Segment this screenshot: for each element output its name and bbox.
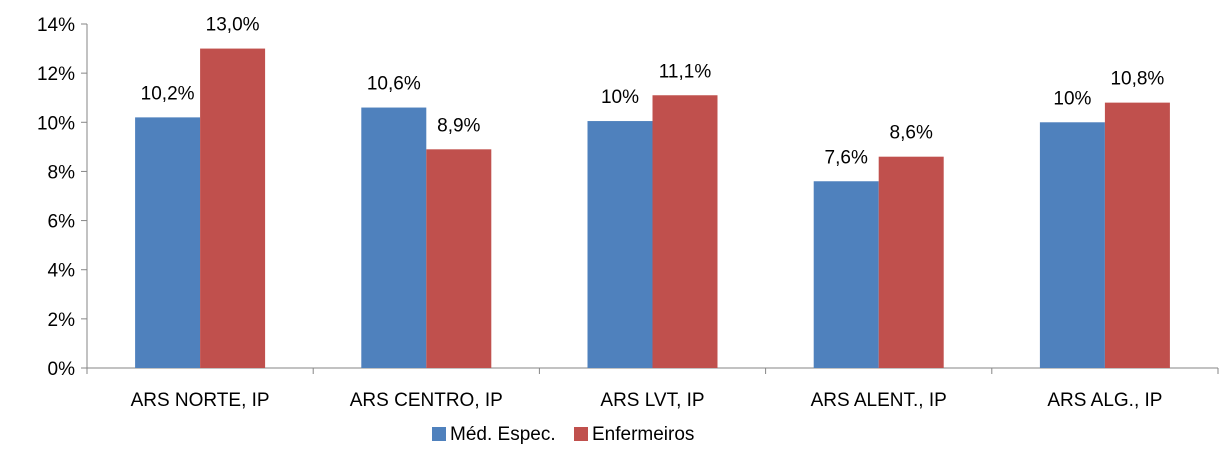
data-labels: 10,2% 10,6% 10% 7,6% 10% 13,0% 8,9% 11,1% 8,6% 10… — [141, 15, 1165, 169]
legend-swatch — [574, 427, 588, 441]
x-category-label: ARS NORTE, IP — [131, 390, 270, 411]
legend: Méd. Espec. Enfermeiros — [432, 424, 694, 445]
y-tick-label: 0% — [48, 359, 76, 380]
data-label: 8,9% — [437, 115, 480, 136]
legend-label: Méd. Espec. — [450, 424, 556, 445]
y-tick-label: 2% — [48, 310, 76, 331]
bar-med-espec — [135, 117, 201, 368]
bar-med-espec — [361, 107, 427, 369]
data-label: 7,6% — [825, 147, 868, 168]
data-label: 13,0% — [206, 15, 260, 36]
legend-label: Enfermeiros — [592, 424, 694, 445]
data-label: 10% — [1053, 88, 1091, 109]
bar-enfermeiros — [200, 48, 266, 368]
x-category-label: ARS ALENT., IP — [811, 390, 947, 411]
data-label: 10,2% — [141, 83, 195, 104]
bar-enfermeiros — [652, 95, 718, 368]
bars — [135, 48, 1170, 369]
x-category-label: ARS ALG., IP — [1047, 390, 1162, 411]
y-tick-label: 10% — [37, 113, 75, 134]
bar-med-espec — [587, 121, 653, 368]
x-category-label: ARS LVT, IP — [600, 390, 704, 411]
data-label: 10,8% — [1110, 69, 1164, 90]
bar-med-espec — [1039, 122, 1105, 369]
bar-enfermeiros — [878, 156, 944, 368]
x-axis: ARS NORTE, IP ARS CENTRO, IP ARS LVT, IP AR… — [86, 367, 1219, 411]
legend-swatch — [432, 427, 446, 441]
y-tick-label: 14% — [37, 15, 75, 36]
bar-enfermeiros — [1104, 102, 1170, 368]
bar-enfermeiros — [426, 149, 492, 368]
x-category-label: ARS CENTRO, IP — [350, 390, 503, 411]
y-tick-label: 12% — [37, 64, 75, 85]
y-tick-label: 6% — [48, 212, 76, 233]
data-label: 11,1% — [659, 61, 712, 82]
data-label: 10,6% — [367, 74, 421, 95]
y-tick-label: 8% — [48, 162, 76, 183]
data-label: 8,6% — [890, 123, 933, 144]
bar-med-espec — [813, 181, 879, 368]
y-axis: 0% 2% 4% 6% 8% 10% 12% 14% — [37, 15, 88, 380]
y-tick-label: 4% — [48, 261, 76, 282]
data-label: 10% — [601, 87, 639, 108]
